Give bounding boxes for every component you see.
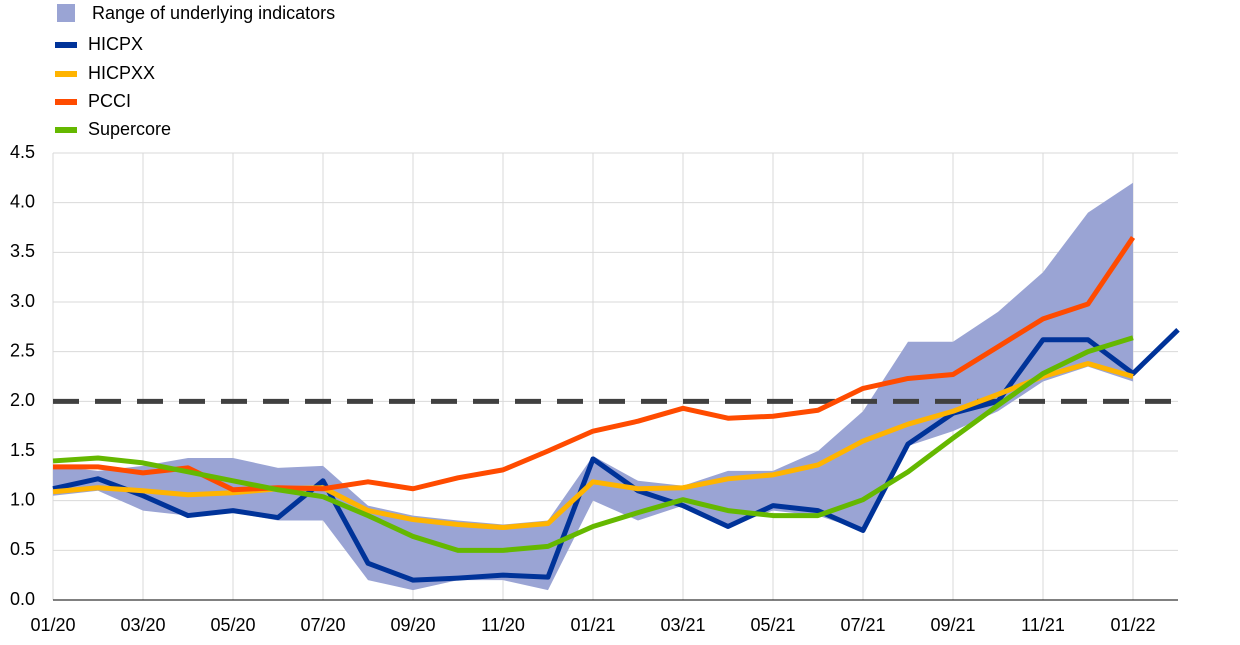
y-tick-label: 0.0 <box>10 589 35 609</box>
x-tick-label: 01/21 <box>570 615 615 635</box>
x-tick-label: 09/20 <box>390 615 435 635</box>
legend-swatch <box>57 4 75 22</box>
y-tick-label: 0.5 <box>10 539 35 559</box>
series-line <box>52 328 1180 583</box>
x-tick-label: 11/21 <box>1021 615 1065 635</box>
legend-label: HICPXX <box>88 63 155 83</box>
y-tick-label: 1.0 <box>10 489 35 509</box>
x-tick-label: 07/21 <box>840 615 885 635</box>
y-tick-label: 4.0 <box>10 191 35 211</box>
legend-label: HICPX <box>88 34 143 54</box>
y-tick-label: 1.5 <box>10 440 35 460</box>
y-tick-label: 3.5 <box>10 241 35 261</box>
x-tick-label: 05/20 <box>210 615 255 635</box>
legend-label: Range of underlying indicators <box>92 3 335 23</box>
x-tick-label: 07/20 <box>300 615 345 635</box>
x-tick-label: 01/20 <box>30 615 75 635</box>
x-tick-label: 11/20 <box>481 615 525 635</box>
y-tick-label: 2.0 <box>10 390 35 410</box>
y-tick-label: 4.5 <box>10 142 35 162</box>
x-tick-label: 03/20 <box>120 615 165 635</box>
x-tick-label: 05/21 <box>750 615 795 635</box>
x-tick-label: 09/21 <box>930 615 975 635</box>
y-tick-label: 2.5 <box>10 340 35 360</box>
legend-label: PCCI <box>88 91 131 111</box>
x-tick-label: 01/22 <box>1110 615 1155 635</box>
legend-label: Supercore <box>88 119 171 139</box>
series-line <box>53 236 1136 493</box>
series-line <box>52 335 1134 553</box>
y-tick-label: 3.0 <box>10 291 35 311</box>
x-tick-label: 03/21 <box>660 615 705 635</box>
series-line <box>52 361 1134 530</box>
